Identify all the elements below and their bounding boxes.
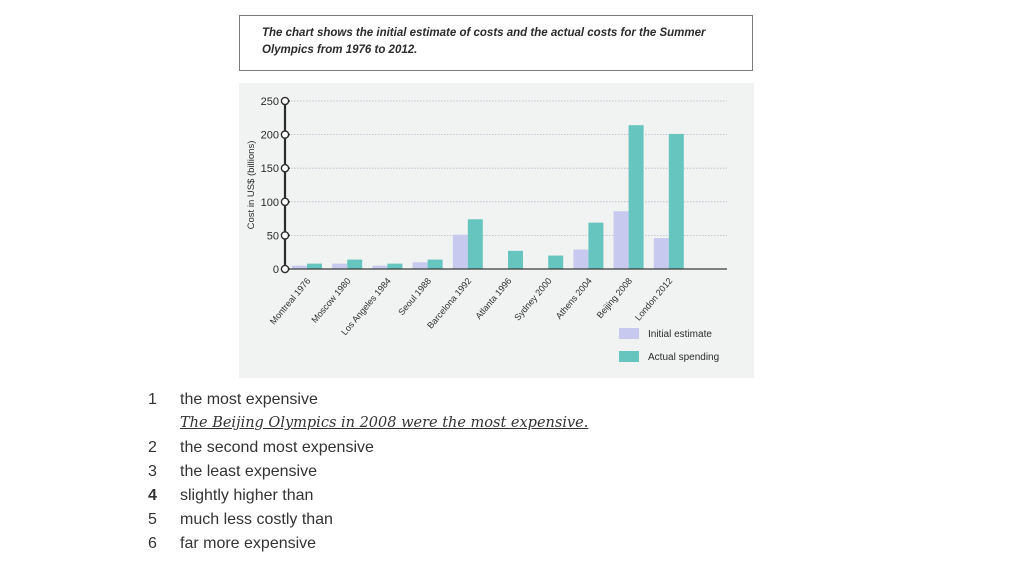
x-tick-label: Barcelona 1992 xyxy=(425,276,473,331)
y-tick-label: 50 xyxy=(267,230,279,242)
bar-actual-5 xyxy=(508,250,523,269)
y-tick-label: 200 xyxy=(261,130,279,142)
exercise-item-4: 4 slightly higher than xyxy=(148,484,588,508)
y-tick-label: 0 xyxy=(273,264,279,276)
bar-initial-2 xyxy=(372,265,388,269)
bar-initial-9 xyxy=(653,238,669,269)
bar-initial-4 xyxy=(452,234,468,269)
exercise-item-2: 2 the second most expensive xyxy=(148,436,588,460)
bar-actual-6 xyxy=(548,255,564,269)
exercise-item-6: 6 far more expensive xyxy=(148,532,588,556)
legend-label-1: Actual spending xyxy=(648,352,719,363)
handwritten-answer: The Beijing Olympics in 2008 were the mo… xyxy=(180,415,589,431)
item-text: the most expensive xyxy=(180,391,318,408)
x-tick-label: London 2012 xyxy=(633,276,674,323)
exercise-item-5: 5 much less costly than xyxy=(148,508,588,532)
x-tick-label: Beijing 2008 xyxy=(595,276,635,320)
y-tick-circle xyxy=(280,96,290,106)
item-text: much less costly than xyxy=(180,511,333,528)
item-text: slightly higher than xyxy=(180,487,314,504)
exercise-answer-1: The Beijing Olympics in 2008 were the mo… xyxy=(148,412,588,436)
chart-caption-box: The chart shows the initial estimate of … xyxy=(239,15,753,71)
x-tick-label: Atlanta 1996 xyxy=(473,276,513,321)
y-tick-label: 150 xyxy=(261,163,279,175)
bar-initial-7 xyxy=(573,249,589,269)
exercise-list: 1 the most expensive The Beijing Olympics… xyxy=(148,388,588,556)
x-tick-label: Athens 2004 xyxy=(554,276,594,321)
bar-actual-3 xyxy=(427,259,443,269)
x-tick-label: Sydney 2000 xyxy=(512,276,553,323)
x-tick-label: Montreal 1976 xyxy=(268,276,313,327)
y-tick-circle xyxy=(280,130,290,139)
item-number: 4 xyxy=(148,487,157,504)
legend-swatch-1 xyxy=(619,351,639,362)
chart-caption: The chart shows the initial estimate of … xyxy=(262,27,706,56)
item-number: 5 xyxy=(148,511,157,528)
legend-swatch-0 xyxy=(619,328,639,339)
bar-actual-1 xyxy=(347,259,363,269)
bar-actual-0 xyxy=(307,263,322,269)
y-tick-label: 100 xyxy=(261,197,279,209)
bar-initial-3 xyxy=(412,262,428,269)
bar-initial-0 xyxy=(292,265,307,269)
y-tick-circle xyxy=(280,163,290,173)
bar-actual-7 xyxy=(588,222,604,269)
item-text: far more expensive xyxy=(180,535,317,552)
item-number: 2 xyxy=(148,439,157,456)
y-axis-label: Cost in US$ (billions) xyxy=(246,141,257,230)
bar-initial-8 xyxy=(613,211,629,269)
y-tick-circle xyxy=(280,264,290,274)
bar-initial-1 xyxy=(332,263,348,269)
x-tick-label: Seoul 1988 xyxy=(396,276,433,317)
item-number: 3 xyxy=(148,463,157,480)
bar-actual-9 xyxy=(668,133,684,269)
bar-actual-2 xyxy=(387,263,403,269)
exercise-item-3: 3 the least expensive xyxy=(148,460,588,484)
y-tick-label: 250 xyxy=(261,96,279,108)
bar-actual-8 xyxy=(628,125,644,269)
item-number: 6 xyxy=(148,535,157,552)
x-tick-label: Moscow 1980 xyxy=(309,276,352,325)
y-tick-circle xyxy=(280,197,290,207)
y-tick-circle xyxy=(280,231,290,240)
legend-label-0: Initial estimate xyxy=(648,329,712,340)
chart-panel: Montreal 1976 Moscow 1980 Los Angeles 1984… xyxy=(239,83,754,378)
item-text: the least expensive xyxy=(180,463,317,480)
exercise-item-1: 1 the most expensive xyxy=(148,388,588,412)
bar-actual-4 xyxy=(467,219,483,269)
item-number: 1 xyxy=(148,391,157,408)
item-text: the second most expensive xyxy=(180,439,374,456)
